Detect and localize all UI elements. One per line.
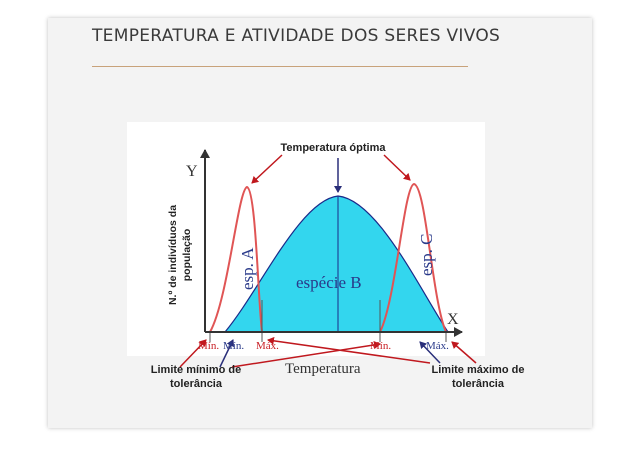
arrow-optimal-c [383, 154, 411, 181]
min-tolerance-line2: tolerância [170, 378, 222, 390]
x-axis-title: Temperatura [285, 361, 361, 377]
y-axis-letter: Y [186, 163, 198, 180]
slide-title: TEMPERATURA E ATIVIDADE DOS SERES VIVOS [92, 26, 501, 46]
arrow-max-c [451, 341, 477, 364]
optimal-temperature-label: Temperatura óptima [280, 142, 386, 154]
species-a-label: esp. A [238, 247, 257, 290]
species-a-curve [209, 185, 263, 333]
y-label-line2: população [181, 229, 193, 282]
max-tolerance-line1: Limite máximo de [431, 364, 525, 376]
species-c-curve [379, 182, 447, 333]
title-underline [92, 66, 468, 67]
min-tolerance-line1: Limite mínimo de [150, 364, 242, 376]
arrow-min-a [179, 339, 207, 368]
max-tolerance-line2: tolerância [452, 378, 504, 390]
tick-label-min-c: Mín. [370, 340, 391, 352]
y-label-line1: N.º de indivíduos da [167, 205, 179, 305]
species-c-label: esp. C [417, 234, 436, 277]
tick-label-max-a: Máx. [256, 340, 279, 352]
max-tolerance-label: Limite máximo de tolerância [416, 363, 540, 391]
tick-label-min-a: Mín. [198, 340, 219, 352]
tick-label-max-b: Máx. [426, 340, 449, 352]
arrow-optimal-a [251, 154, 283, 184]
arrow-min-b [219, 339, 235, 368]
arrow-min-c [231, 340, 381, 368]
tick-label-min-b: Mín. [223, 340, 244, 352]
arrow-max-b [419, 341, 441, 364]
species-b-label: espécie B [296, 273, 362, 292]
arrow-max-a [267, 336, 431, 364]
species-b-area [223, 195, 450, 333]
min-tolerance-label: Limite mínimo de tolerância [136, 363, 256, 391]
x-axis-letter: X [447, 311, 459, 328]
